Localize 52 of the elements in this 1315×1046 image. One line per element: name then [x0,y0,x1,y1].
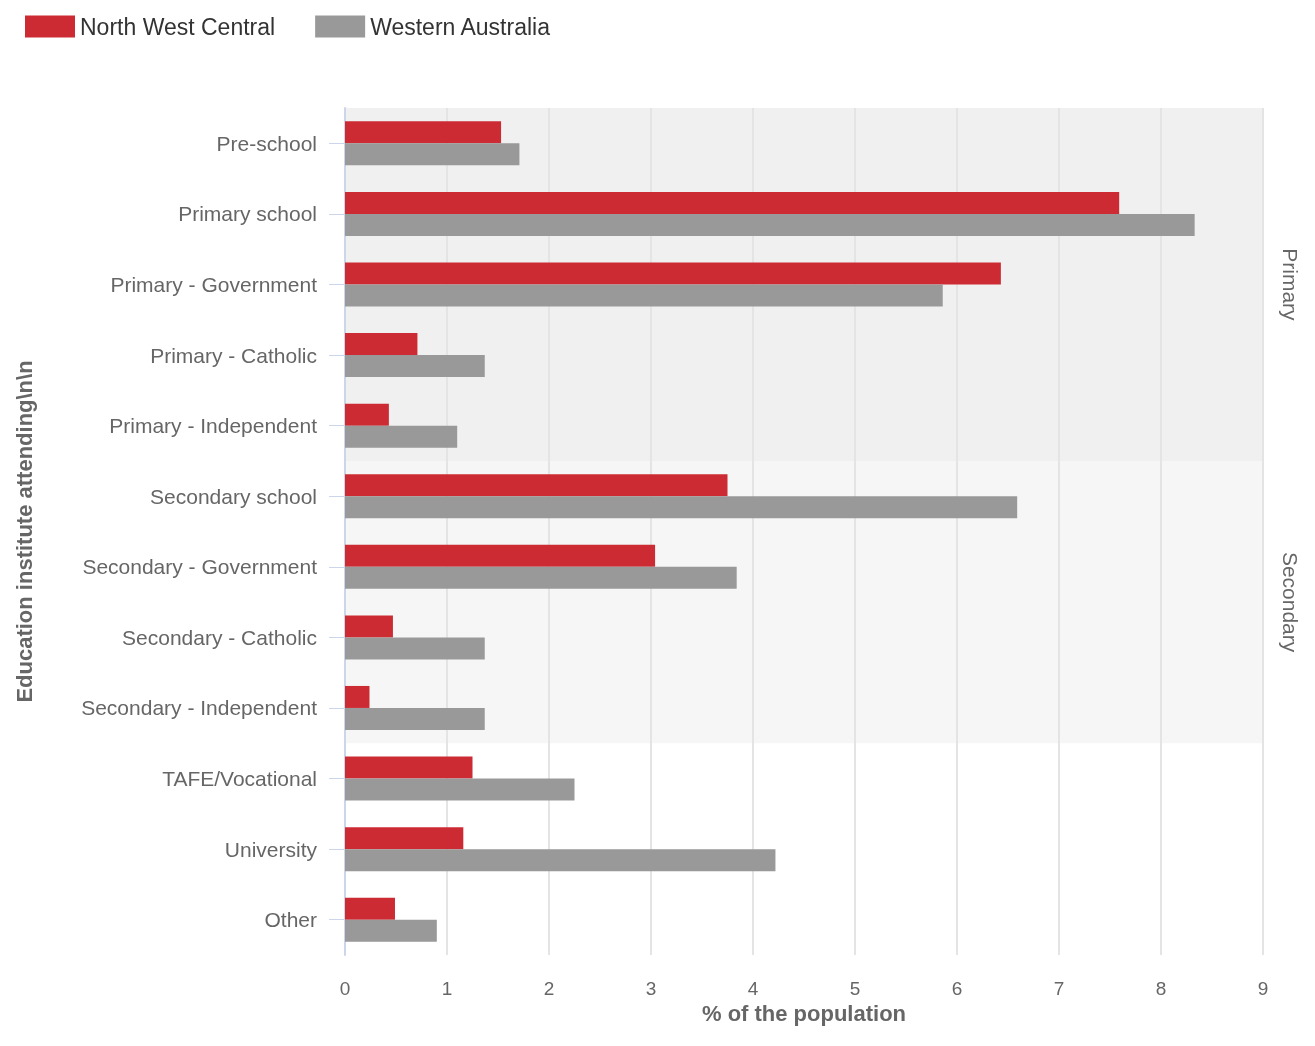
bar [345,333,418,356]
bar [345,496,1018,519]
x-axis-title: % of the population [701,1001,907,1027]
bar [345,284,943,307]
bar [345,544,656,567]
y-tick-label: Primary - Independent [109,414,318,438]
x-tick-label: 4 [747,978,759,999]
bar [345,143,520,166]
bar [345,849,776,872]
y-tick-label: Secondary - Government [82,555,318,579]
bar [345,191,1120,214]
x-tick-label: 1 [441,978,453,999]
bar [345,425,458,448]
y-tick-label: Pre-school [216,131,317,155]
bar [345,566,737,589]
bar [345,756,473,779]
bar [345,403,389,426]
band-label: Primary [1278,248,1302,322]
x-tick-label: 7 [1053,978,1065,999]
bar [345,637,485,660]
bar [345,355,485,378]
bar [345,707,485,730]
y-tick-label: Primary - Government [110,272,318,296]
bar [345,897,395,920]
y-tick-label: Other [264,908,317,932]
x-tick-label: 8 [1155,978,1167,999]
bar [345,919,437,942]
x-tick-label: 0 [339,978,351,999]
x-tick-label: 2 [543,978,555,999]
bar [345,615,393,638]
y-axis-title: Education institute attending\n\n [11,360,37,703]
y-tick-label: Primary - Catholic [150,343,317,367]
y-tick-label: Secondary - Independent [81,696,318,720]
y-tick-label: University [224,837,318,861]
legend-label: Western Australia [370,13,551,40]
bar [345,474,728,497]
x-tick-label: 5 [849,978,861,999]
y-tick-label: TAFE/Vocational [162,767,317,791]
y-tick-label: Primary school [178,202,317,226]
bar [345,778,575,801]
y-tick-label: Secondary school [150,484,317,508]
band-label: Secondary [1278,551,1302,653]
bar [345,262,1001,285]
y-tick-label: Secondary - Catholic [122,625,317,649]
x-tick-label: 3 [645,978,657,999]
bar [345,213,1195,236]
legend-label: North West Central [80,13,276,40]
bar [345,121,502,144]
x-tick-label: 6 [951,978,963,999]
bar [345,827,464,850]
bar [345,685,370,708]
x-tick-label: 9 [1257,978,1269,999]
